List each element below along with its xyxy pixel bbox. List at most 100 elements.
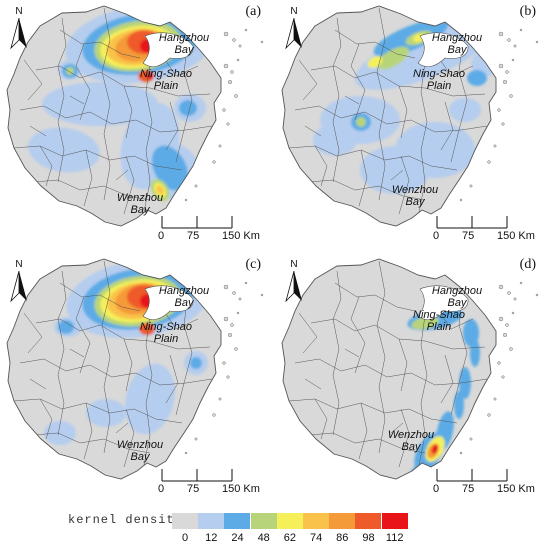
- density-area: [467, 70, 487, 86]
- county-border: [165, 354, 179, 404]
- island: [513, 44, 517, 48]
- county-border: [332, 270, 342, 436]
- county-border: [398, 85, 408, 139]
- density-area: [125, 363, 175, 435]
- legend-tick-label: 48: [257, 532, 270, 544]
- county-border: [304, 125, 322, 137]
- island: [222, 361, 226, 365]
- county-border: [23, 312, 43, 354]
- island: [507, 38, 511, 42]
- island: [223, 316, 229, 322]
- island: [493, 144, 497, 148]
- county-border: [57, 17, 67, 183]
- place-label-line: Wenzhou: [387, 429, 435, 441]
- scale-tick-label: 150 Km: [497, 230, 535, 242]
- density-area: [459, 367, 471, 399]
- island: [535, 40, 539, 44]
- island: [194, 184, 198, 188]
- county-border: [450, 292, 468, 416]
- province-outline: [6, 5, 222, 227]
- panel-label-d: (d): [519, 257, 536, 272]
- place-label-hz: Hangzhou Bay: [144, 285, 224, 309]
- legend-swatch: [303, 513, 329, 529]
- place-label-line: Hangzhou: [431, 32, 483, 44]
- county-border: [143, 61, 153, 213]
- scale-tick-label: 150 Km: [497, 483, 535, 495]
- island: [511, 58, 515, 62]
- density-area: [411, 316, 439, 330]
- island: [509, 347, 513, 351]
- island: [218, 144, 222, 148]
- north-arrow-icon: N: [285, 6, 303, 50]
- place-label-wz: Wenzhou Bay: [100, 439, 180, 463]
- county-border: [390, 422, 404, 434]
- density-area: [86, 399, 126, 427]
- place-label-ns: Ning-Shao Plain: [399, 68, 479, 92]
- legend-swatch: [355, 513, 382, 529]
- county-border: [29, 125, 47, 137]
- legend-swatch: [198, 513, 225, 529]
- island: [232, 291, 236, 295]
- county-border: [376, 7, 386, 201]
- island: [234, 347, 238, 351]
- place-label-line: Plain: [153, 333, 179, 345]
- place-label-ns: Ning-Shao Plain: [126, 321, 206, 345]
- county-border: [123, 338, 133, 392]
- north-arrow-icon: N: [10, 6, 28, 50]
- legend-swatch: [276, 513, 303, 529]
- county-border: [29, 378, 47, 390]
- county-border: [83, 402, 93, 460]
- county-border: [143, 314, 153, 466]
- map-panel-d: (d) N Hangzhou Bay Ning-Shao Plain Wenzhou Bay 0…: [275, 253, 550, 508]
- island: [223, 284, 229, 290]
- density-area: [449, 98, 481, 122]
- county-border: [376, 260, 386, 454]
- place-label-line: Bay: [130, 204, 150, 216]
- density-area: [313, 124, 357, 156]
- place-label-line: Bay: [174, 44, 194, 56]
- place-label-line: Ning-Shao: [140, 321, 192, 333]
- county-border: [298, 312, 318, 354]
- north-arrow-icon: N: [10, 259, 28, 303]
- map-svg-a: [6, 5, 264, 227]
- density-area: [44, 421, 76, 445]
- legend-swatch: [224, 513, 251, 529]
- panel-label-b: (b): [519, 4, 536, 19]
- county-border: [398, 408, 410, 468]
- map-panel-c: (c) N Hangzhou Bay Ning-Shao Plain Wenzhou Bay 0…: [0, 253, 275, 508]
- county-border: [57, 270, 67, 436]
- legend-title: kernel density: [68, 513, 183, 527]
- density-area: [156, 185, 164, 195]
- island: [218, 397, 222, 401]
- island: [194, 437, 198, 441]
- island: [260, 40, 264, 44]
- island: [226, 375, 230, 379]
- county-border: [310, 318, 486, 350]
- place-label-line: Plain: [153, 80, 179, 92]
- island: [212, 413, 216, 417]
- island: [509, 94, 513, 98]
- county-border: [334, 29, 416, 59]
- county-border: [163, 310, 199, 330]
- county-border: [33, 432, 151, 454]
- island: [487, 413, 491, 417]
- place-label-hz: Hangzhou Bay: [144, 32, 224, 56]
- county-border: [308, 432, 426, 454]
- map-panel-a: (a) N Hangzhou Bay Ning-Shao Plain Wenzhou Bay 0…: [0, 0, 275, 255]
- place-label-line: Ning-Shao: [140, 68, 192, 80]
- island: [459, 198, 463, 202]
- island: [238, 44, 242, 48]
- island: [227, 79, 232, 84]
- county-border: [310, 65, 486, 97]
- scale-tick-label: 75: [187, 483, 200, 495]
- place-label-line: Wenzhou: [391, 184, 439, 196]
- island: [519, 281, 523, 285]
- county-border: [298, 59, 318, 101]
- county-border: [334, 282, 416, 312]
- scale-bar: 0 75 150 Km: [433, 465, 543, 499]
- density-area: [411, 467, 423, 479]
- county-border: [175, 39, 193, 163]
- county-border: [175, 292, 193, 416]
- island: [226, 122, 230, 126]
- island: [498, 31, 504, 37]
